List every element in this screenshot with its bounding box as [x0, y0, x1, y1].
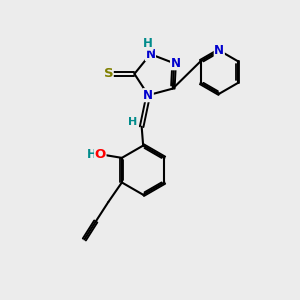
Text: N: N: [146, 48, 155, 61]
Text: N: N: [171, 57, 181, 70]
Text: O: O: [94, 148, 106, 161]
Text: H: H: [87, 148, 97, 161]
Text: N: N: [143, 89, 153, 102]
Text: H: H: [128, 117, 137, 127]
Text: S: S: [103, 68, 113, 80]
Text: N: N: [214, 44, 224, 57]
Text: H: H: [143, 37, 153, 50]
